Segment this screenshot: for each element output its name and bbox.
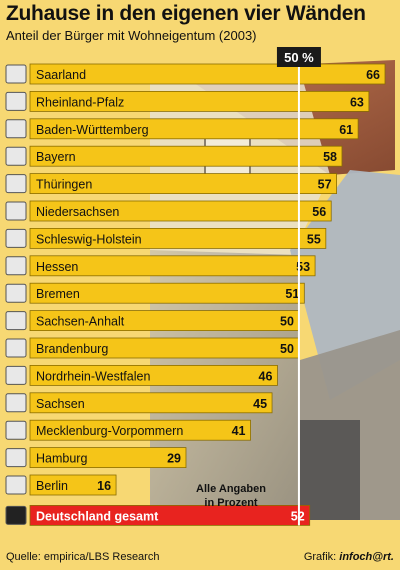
value-label-sachsen-anhalt: 50: [280, 315, 294, 329]
flag-icon-berlin: [5, 475, 27, 495]
flag-icon-thueringen: [5, 174, 27, 194]
flag-icon-sachsen: [5, 393, 27, 413]
credit-prefix: Grafik:: [303, 551, 340, 563]
flag-icon-nordrhein-westfalen: [5, 365, 27, 385]
flag-icon-sachsen-anhalt: [5, 311, 27, 331]
reference-label-box: [276, 47, 321, 67]
value-label-nordrhein-westfalen: 46: [259, 369, 273, 383]
units-note-line-2: in Prozent: [204, 497, 258, 509]
credit-note: Grafik: infoch@rt.: [304, 551, 394, 563]
bar-label-rheinland-pfalz: Rheinland-Pfalz: [36, 95, 124, 109]
value-label-brandenburg: 50: [280, 342, 294, 356]
value-label-schleswig-holstein: 55: [307, 232, 321, 246]
bar-label-thueringen: Thüringen: [36, 178, 92, 192]
source-note: Quelle: empirica/LBS Research: [6, 551, 160, 563]
value-label-rheinland-pfalz: 63: [350, 95, 364, 109]
bar-label-brandenburg: Brandenburg: [36, 342, 108, 356]
bar-hessen: [29, 255, 316, 277]
bar-label-nordrhein-westfalen: Nordrhein-Westfalen: [36, 369, 150, 383]
chart-title: Zuhause in den eigenen vier Wänden: [6, 2, 366, 25]
flag-icon-hessen: [5, 256, 27, 276]
bar-label-bayern: Bayern: [36, 150, 76, 164]
bar-thueringen: [29, 173, 337, 195]
reference-label: 50 %: [284, 50, 314, 65]
house-door: [300, 420, 360, 520]
flag-icon-brandenburg: [5, 338, 27, 358]
bar-hamburg: [29, 447, 187, 469]
bar-sachsen: [29, 392, 273, 414]
value-label-hamburg: 29: [167, 452, 181, 466]
value-label-deutschland-gesamt: 52: [291, 509, 305, 523]
bar-label-sachsen: Sachsen: [36, 397, 85, 411]
flag-icon-rheinland-pfalz: [5, 91, 27, 111]
bar-nordrhein-westfalen: [29, 364, 278, 386]
bar-label-deutschland-gesamt: Deutschland gesamt: [36, 509, 159, 523]
bar-schleswig-holstein: [29, 227, 327, 249]
flag-icon-bremen: [5, 283, 27, 303]
bar-saarland: [29, 63, 386, 85]
chart-subtitle: Anteil der Bürger mit Wohneigentum (2003…: [6, 28, 257, 43]
value-label-thueringen: 57: [318, 178, 332, 192]
bar-label-baden-wuerttemberg: Baden-Württemberg: [36, 123, 149, 137]
bar-label-schleswig-holstein: Schleswig-Holstein: [36, 232, 142, 246]
bar-label-saarland: Saarland: [36, 68, 86, 82]
flag-icon-baden-wuerttemberg: [5, 119, 27, 139]
flag-icon-hamburg: [5, 448, 27, 468]
flag-icon-saarland: [5, 64, 27, 84]
bar-label-sachsen-anhalt: Sachsen-Anhalt: [36, 315, 125, 329]
bar-label-mecklenburg-vorpommern: Mecklenburg-Vorpommern: [36, 424, 183, 438]
bar-rheinland-pfalz: [29, 91, 370, 112]
flag-icon-mecklenburg-vorpommern: [5, 420, 27, 440]
bar-label-niedersachsen: Niedersachsen: [36, 205, 119, 219]
flag-icon-deutschland-gesamt: [5, 505, 27, 525]
bar-label-bremen: Bremen: [36, 287, 80, 301]
bar-label-hamburg: Hamburg: [36, 452, 87, 466]
value-label-bayern: 58: [323, 150, 337, 164]
bar-bayern: [29, 145, 343, 167]
value-label-sachsen: 45: [253, 397, 267, 411]
bar-niedersachsen: [29, 200, 332, 222]
value-label-mecklenburg-vorpommern: 41: [232, 424, 246, 438]
credit-brand: infoch@rt.: [339, 551, 394, 563]
bar-mecklenburg-vorpommern: [29, 419, 251, 441]
bar-label-hessen: Hessen: [36, 260, 78, 274]
units-note: Alle Angaben in Prozent: [186, 482, 276, 510]
bar-baden-wuerttemberg: [29, 118, 359, 140]
units-note-line-1: Alle Angaben: [196, 483, 266, 495]
value-label-saarland: 66: [366, 68, 380, 82]
bar-berlin: [29, 474, 117, 496]
value-label-baden-wuerttemberg: 61: [339, 123, 353, 137]
value-label-berlin: 16: [97, 479, 111, 493]
value-label-niedersachsen: 56: [312, 205, 326, 219]
flag-icon-bayern: [5, 146, 27, 166]
bar-bremen: [29, 282, 305, 304]
flag-icon-schleswig-holstein: [5, 228, 27, 248]
flag-icon-niedersachsen: [5, 201, 27, 221]
bar-deutschland-gesamt: [29, 504, 311, 526]
bar-label-berlin: Berlin: [36, 479, 68, 493]
value-label-bremen: 51: [285, 287, 299, 301]
